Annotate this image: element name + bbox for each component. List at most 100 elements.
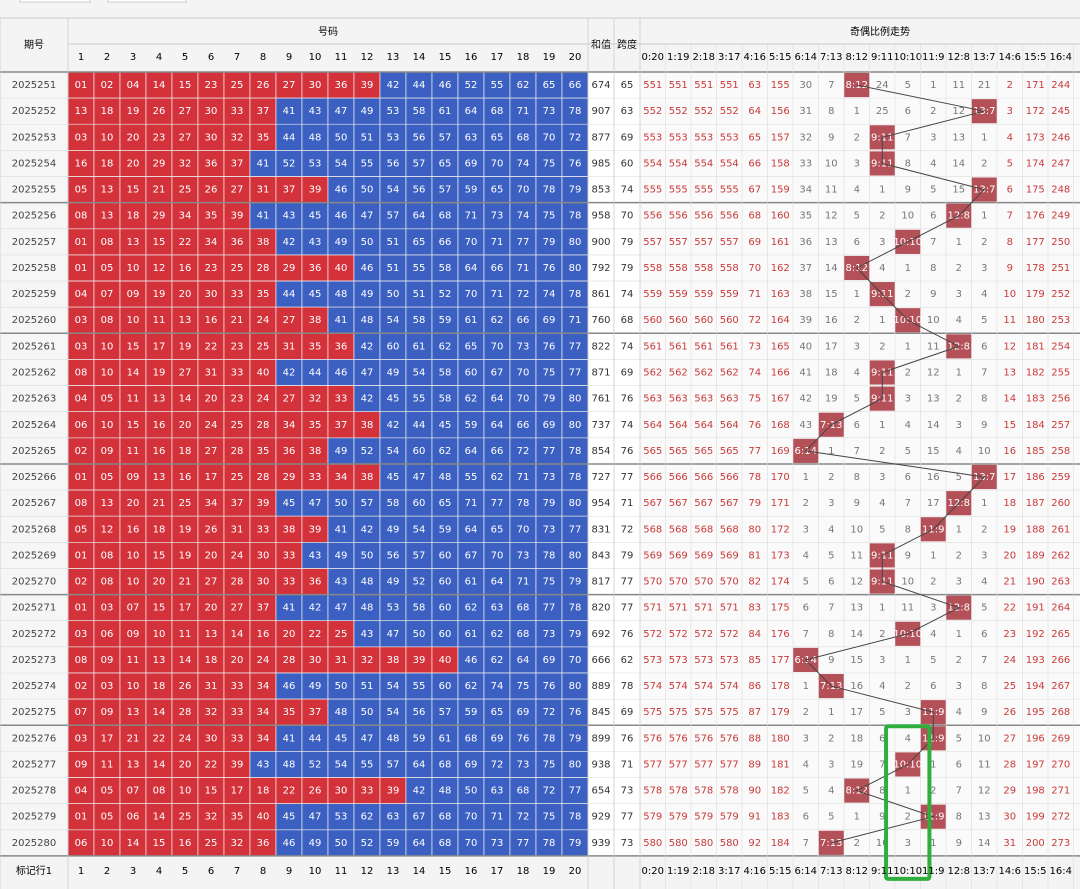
span-cell: 69	[621, 132, 634, 143]
number-cell: 79	[569, 185, 582, 196]
footer-cell: 8	[260, 866, 266, 877]
number-cell	[353, 228, 381, 256]
ratio-cell: 560	[694, 315, 713, 326]
number-cell	[223, 463, 251, 491]
number-cell	[431, 463, 459, 491]
number-cell: 11	[179, 629, 192, 640]
number-cell	[301, 71, 329, 99]
ratio-cell: 14	[1003, 394, 1016, 405]
number-cell: 44	[413, 420, 426, 431]
header-cell: 5	[182, 52, 188, 63]
number-cell	[483, 97, 511, 125]
number-cell: 18	[101, 106, 114, 117]
ratio-cell: 1	[828, 446, 834, 457]
ratio-cell: 2	[879, 211, 885, 222]
ratio-cell: 559	[720, 289, 739, 300]
header-cell: 1	[78, 52, 84, 63]
footer-cell: 18	[517, 866, 530, 877]
ratio-cell: 78	[748, 472, 761, 483]
number-cell: 19	[127, 106, 140, 117]
ratio-cell: 5	[828, 550, 834, 561]
ratio-cell: 577	[720, 759, 739, 770]
footer-cell: 6:14	[795, 866, 817, 877]
number-cell: 50	[413, 629, 426, 640]
header-cell: 9	[286, 52, 292, 63]
number-cell	[457, 280, 485, 308]
number-cell: 48	[439, 472, 452, 483]
header-cell: 2:18	[693, 52, 715, 63]
number-cell: 33	[309, 472, 322, 483]
ratio-cell: 4	[930, 629, 936, 640]
number-cell	[327, 385, 355, 412]
ratio-cell: 551	[669, 80, 688, 91]
number-cell: 17	[205, 472, 218, 483]
number-cell: 36	[335, 341, 348, 352]
number-cell	[145, 176, 173, 203]
ratio-cell: 7	[879, 759, 885, 770]
number-cell	[457, 829, 485, 857]
number-cell: 50	[361, 550, 374, 561]
number-cell	[119, 646, 147, 674]
ratio-cell: 7	[828, 80, 834, 91]
ratio-cell: 170	[771, 472, 790, 483]
number-cell: 75	[543, 812, 556, 823]
number-cell	[561, 829, 589, 857]
number-cell	[93, 411, 121, 439]
number-cell	[145, 463, 173, 491]
number-cell: 42	[361, 524, 374, 535]
number-cell: 68	[439, 812, 452, 823]
number-cell: 75	[543, 367, 556, 378]
number-cell: 46	[335, 185, 348, 196]
number-cell: 55	[465, 472, 478, 483]
number-cell	[379, 176, 407, 203]
number-cell: 44	[283, 132, 296, 143]
number-cell: 13	[127, 237, 140, 248]
ratio-cell: 66	[748, 158, 761, 169]
number-cell: 20	[127, 498, 140, 509]
number-cell: 61	[465, 629, 478, 640]
number-cell: 08	[153, 786, 166, 797]
number-cell: 51	[361, 681, 374, 692]
number-cell: 77	[543, 446, 556, 457]
number-cell	[119, 97, 147, 125]
ratio-cell: 192	[1026, 629, 1045, 640]
ratio-cell: 565	[669, 446, 688, 457]
number-cell: 29	[283, 263, 296, 274]
number-cell: 64	[413, 211, 426, 222]
ratio-cell: 8	[981, 681, 987, 692]
ratio-cell: 566	[669, 472, 688, 483]
ratio-cell: 19	[850, 759, 863, 770]
ratio-cell: 575	[694, 707, 713, 718]
ratio-cell: 14	[850, 629, 863, 640]
ratio-cell: 19	[1003, 524, 1016, 535]
number-cell	[561, 97, 589, 125]
ratio-cell: 8	[828, 629, 834, 640]
number-cell	[457, 803, 485, 831]
ratio-cell: 553	[643, 132, 662, 143]
ratio-cell: 255	[1051, 367, 1070, 378]
ratio-cell: 3	[879, 472, 885, 483]
number-cell: 69	[465, 158, 478, 169]
number-cell	[535, 254, 563, 282]
number-cell: 26	[153, 106, 166, 117]
number-cell	[145, 280, 173, 308]
number-cell: 52	[439, 289, 452, 300]
number-cell: 19	[179, 550, 192, 561]
number-cell: 20	[205, 550, 218, 561]
number-cell	[561, 150, 589, 177]
sum-cell: 792	[591, 263, 610, 274]
number-cell	[301, 829, 329, 857]
number-cell: 64	[413, 759, 426, 770]
ratio-cell: 555	[643, 185, 662, 196]
number-cell: 70	[465, 812, 478, 823]
ratio-cell: 5	[879, 524, 885, 535]
number-cell: 36	[257, 838, 270, 849]
number-cell	[405, 463, 433, 491]
number-cell	[249, 698, 277, 726]
number-cell: 42	[361, 341, 374, 352]
number-cell: 73	[517, 550, 530, 561]
number-cell: 05	[101, 472, 114, 483]
number-cell: 60	[465, 367, 478, 378]
number-cell: 60	[439, 550, 452, 561]
ratio-cell: 552	[669, 106, 688, 117]
